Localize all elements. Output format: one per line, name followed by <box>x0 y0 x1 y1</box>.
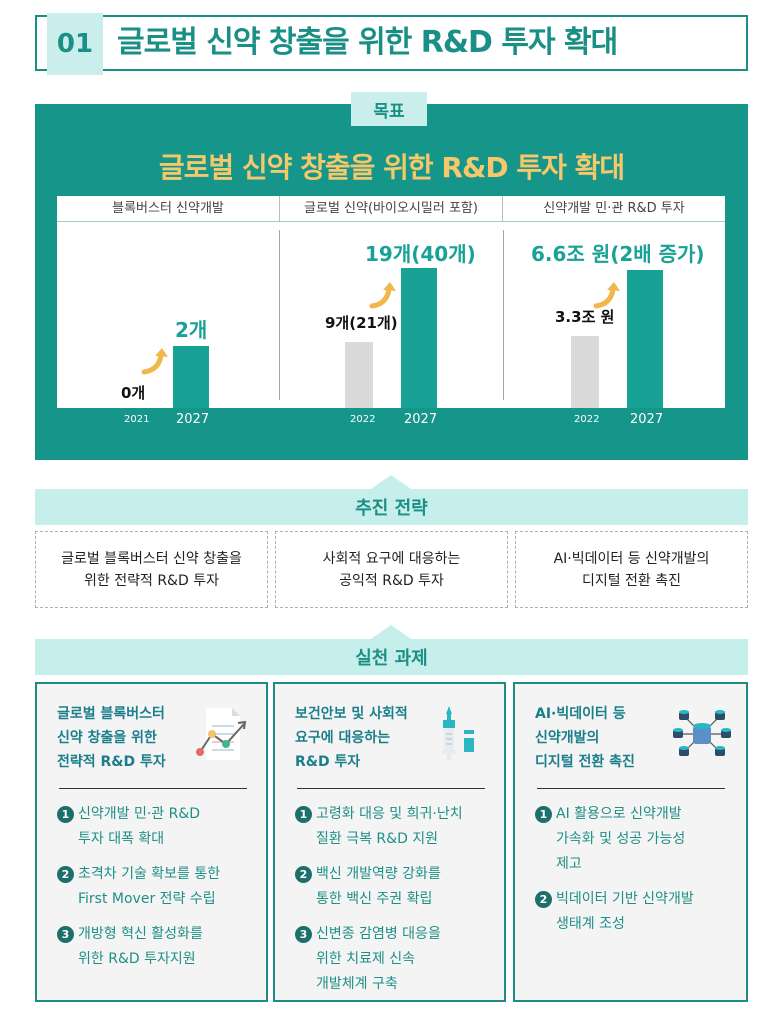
database-network-icon <box>673 710 731 756</box>
item-text: 신변종 감염병 대응을 위한 치료제 신속 개발체계 구축 <box>316 926 441 992</box>
number-badge: 3 <box>295 926 312 943</box>
card-item-list: 1 AI 활용으로 신약개발 가속화 및 성공 가능성 제고 2 빅데이터 기반 신… <box>535 802 740 947</box>
value-blockbuster-2021: 0개 <box>121 384 146 402</box>
section-arrow <box>371 475 411 489</box>
number-badge: 2 <box>295 866 312 883</box>
section-header: 01 글로벌 신약 창출을 위한 R&D 투자 확대 <box>35 13 748 75</box>
list-item: 3 신변종 감염병 대응을 위한 치료제 신속 개발체계 구축 <box>295 922 500 997</box>
card-divider <box>537 788 725 789</box>
number-badge: 1 <box>535 806 552 823</box>
chart-heading-rd-investment: 신약개발 민·관 R&D 투자 <box>502 196 725 221</box>
item-text: 빅데이터 기반 신약개발 생태계 조성 <box>556 891 694 932</box>
list-item: 2 빅데이터 기반 신약개발 생태계 조성 <box>535 887 740 937</box>
strategy-item: 글로벌 블록버스터 신약 창출을 위한 전략적 R&D 투자 <box>35 531 268 608</box>
card-item-list: 1 신약개발 민·관 R&D 투자 대폭 확대 2 초격차 기술 확보를 통한 Fi… <box>57 802 262 982</box>
item-text: 백신 개발역량 강화를 통한 백신 주권 확립 <box>316 866 441 907</box>
card-item-list: 1 고령화 대응 및 희귀·난치 질환 극복 R&D 지원 2 백신 개발역량 강화… <box>295 802 500 1007</box>
bar-rd-investment-2027 <box>627 270 663 408</box>
strategy-item: 사회적 요구에 대응하는 공익적 R&D 투자 <box>275 531 508 608</box>
item-text: AI 활용으로 신약개발 가속화 및 성공 가능성 제고 <box>556 806 686 872</box>
card-divider <box>297 788 485 789</box>
number-badge: 3 <box>57 926 74 943</box>
growth-arrow-icon <box>141 348 168 375</box>
practice-card: 글로벌 블록버스터 신약 창출을 위한 전략적 R&D 투자 1 신약개발 민·관… <box>35 682 268 1002</box>
year-label-2027: 2027 <box>630 412 664 427</box>
practice-title: 실천 과제 <box>35 639 748 675</box>
list-item: 1 AI 활용으로 신약개발 가속화 및 성공 가능성 제고 <box>535 802 740 877</box>
bar-global-drug-2027 <box>401 268 437 408</box>
value-rd-investment-2022: 3.3조 원 <box>555 308 615 326</box>
item-text: 고령화 대응 및 희귀·난치 질환 극복 R&D 지원 <box>316 806 463 847</box>
list-item: 2 초격차 기술 확보를 통한 First Mover 전략 수립 <box>57 862 262 912</box>
item-text: 개방형 혁신 활성화를 위한 R&D 투자지원 <box>78 926 203 967</box>
list-item: 2 백신 개발역량 강화를 통한 백신 주권 확립 <box>295 862 500 912</box>
practice-card: 보건안보 및 사회적 요구에 대응하는 R&D 투자 1 고령화 대응 및 희귀·… <box>273 682 506 1002</box>
page-title: 글로벌 신약 창출을 위한 R&D 투자 확대 <box>117 25 618 60</box>
growth-arrow-icon <box>593 282 620 309</box>
chart-heading-blockbuster: 블록버스터 신약개발 <box>112 201 224 216</box>
year-label-2022: 2022 <box>350 414 376 425</box>
year-label-2022: 2022 <box>574 414 600 425</box>
year-label-2027: 2027 <box>176 412 210 427</box>
chart-heading-global-drug: 글로벌 신약(바이오시밀러 포함) <box>279 196 502 221</box>
card-title: 글로벌 블록버스터 신약 창출을 위한 전략적 R&D 투자 <box>57 706 166 770</box>
chart-document-icon <box>196 708 247 760</box>
strategy-item: AI·빅데이터 등 신약개발의 디지털 전환 촉진 <box>515 531 748 608</box>
card-divider <box>59 788 247 789</box>
number-badge: 1 <box>57 806 74 823</box>
syringe-icon <box>442 706 474 760</box>
item-text: 신약개발 민·관 R&D 투자 대폭 확대 <box>78 806 201 847</box>
list-item: 1 고령화 대응 및 희귀·난치 질환 극복 R&D 지원 <box>295 802 500 852</box>
year-label-2021: 2021 <box>124 414 150 425</box>
number-badge: 2 <box>535 891 552 908</box>
practice-card: AI·빅데이터 등 신약개발의 디지털 전환 촉진 1 AI 활용으로 신약개발 … <box>513 682 748 1002</box>
column-divider <box>279 230 280 400</box>
list-item: 3 개방형 혁신 활성화를 위한 R&D 투자지원 <box>57 922 262 972</box>
value-blockbuster-2027: 2개 <box>175 318 208 342</box>
item-text: 초격차 기술 확보를 통한 First Mover 전략 수립 <box>78 866 221 907</box>
list-item: 1 신약개발 민·관 R&D 투자 대폭 확대 <box>57 802 262 852</box>
year-label-2027: 2027 <box>404 412 438 427</box>
card-title: 보건안보 및 사회적 요구에 대응하는 R&D 투자 <box>295 706 408 770</box>
section-number: 01 <box>47 13 103 75</box>
value-global-drug-2027: 19개(40개) <box>365 242 476 266</box>
bar-global-drug-2022 <box>345 342 373 408</box>
section-arrow <box>371 625 411 639</box>
growth-arrow-icon <box>369 282 396 309</box>
number-badge: 2 <box>57 866 74 883</box>
card-title: AI·빅데이터 등 신약개발의 디지털 전환 촉진 <box>535 706 635 770</box>
value-rd-investment-2027: 6.6조 원(2배 증가) <box>531 242 705 266</box>
bar-blockbuster-2027 <box>173 346 209 408</box>
goal-chart-headings: 블록버스터 신약개발 글로벌 신약(바이오시밀러 포함) 신약개발 민·관 R&… <box>57 196 725 222</box>
goal-tab-label: 목표 <box>351 92 427 126</box>
column-divider <box>503 230 504 400</box>
value-global-drug-2022: 9개(21개) <box>325 314 398 332</box>
goal-panel: 목표 글로벌 신약 창출을 위한 R&D 투자 확대 블록버스터 신약개발 글로… <box>35 92 748 460</box>
bar-rd-investment-2022 <box>571 336 599 408</box>
header-frame <box>35 15 748 71</box>
number-badge: 1 <box>295 806 312 823</box>
strategy-title: 추진 전략 <box>35 489 748 525</box>
goal-chart: 블록버스터 신약개발 글로벌 신약(바이오시밀러 포함) 신약개발 민·관 R&… <box>57 196 725 408</box>
goal-title: 글로벌 신약 창출을 위한 R&D 투자 확대 <box>158 151 625 184</box>
